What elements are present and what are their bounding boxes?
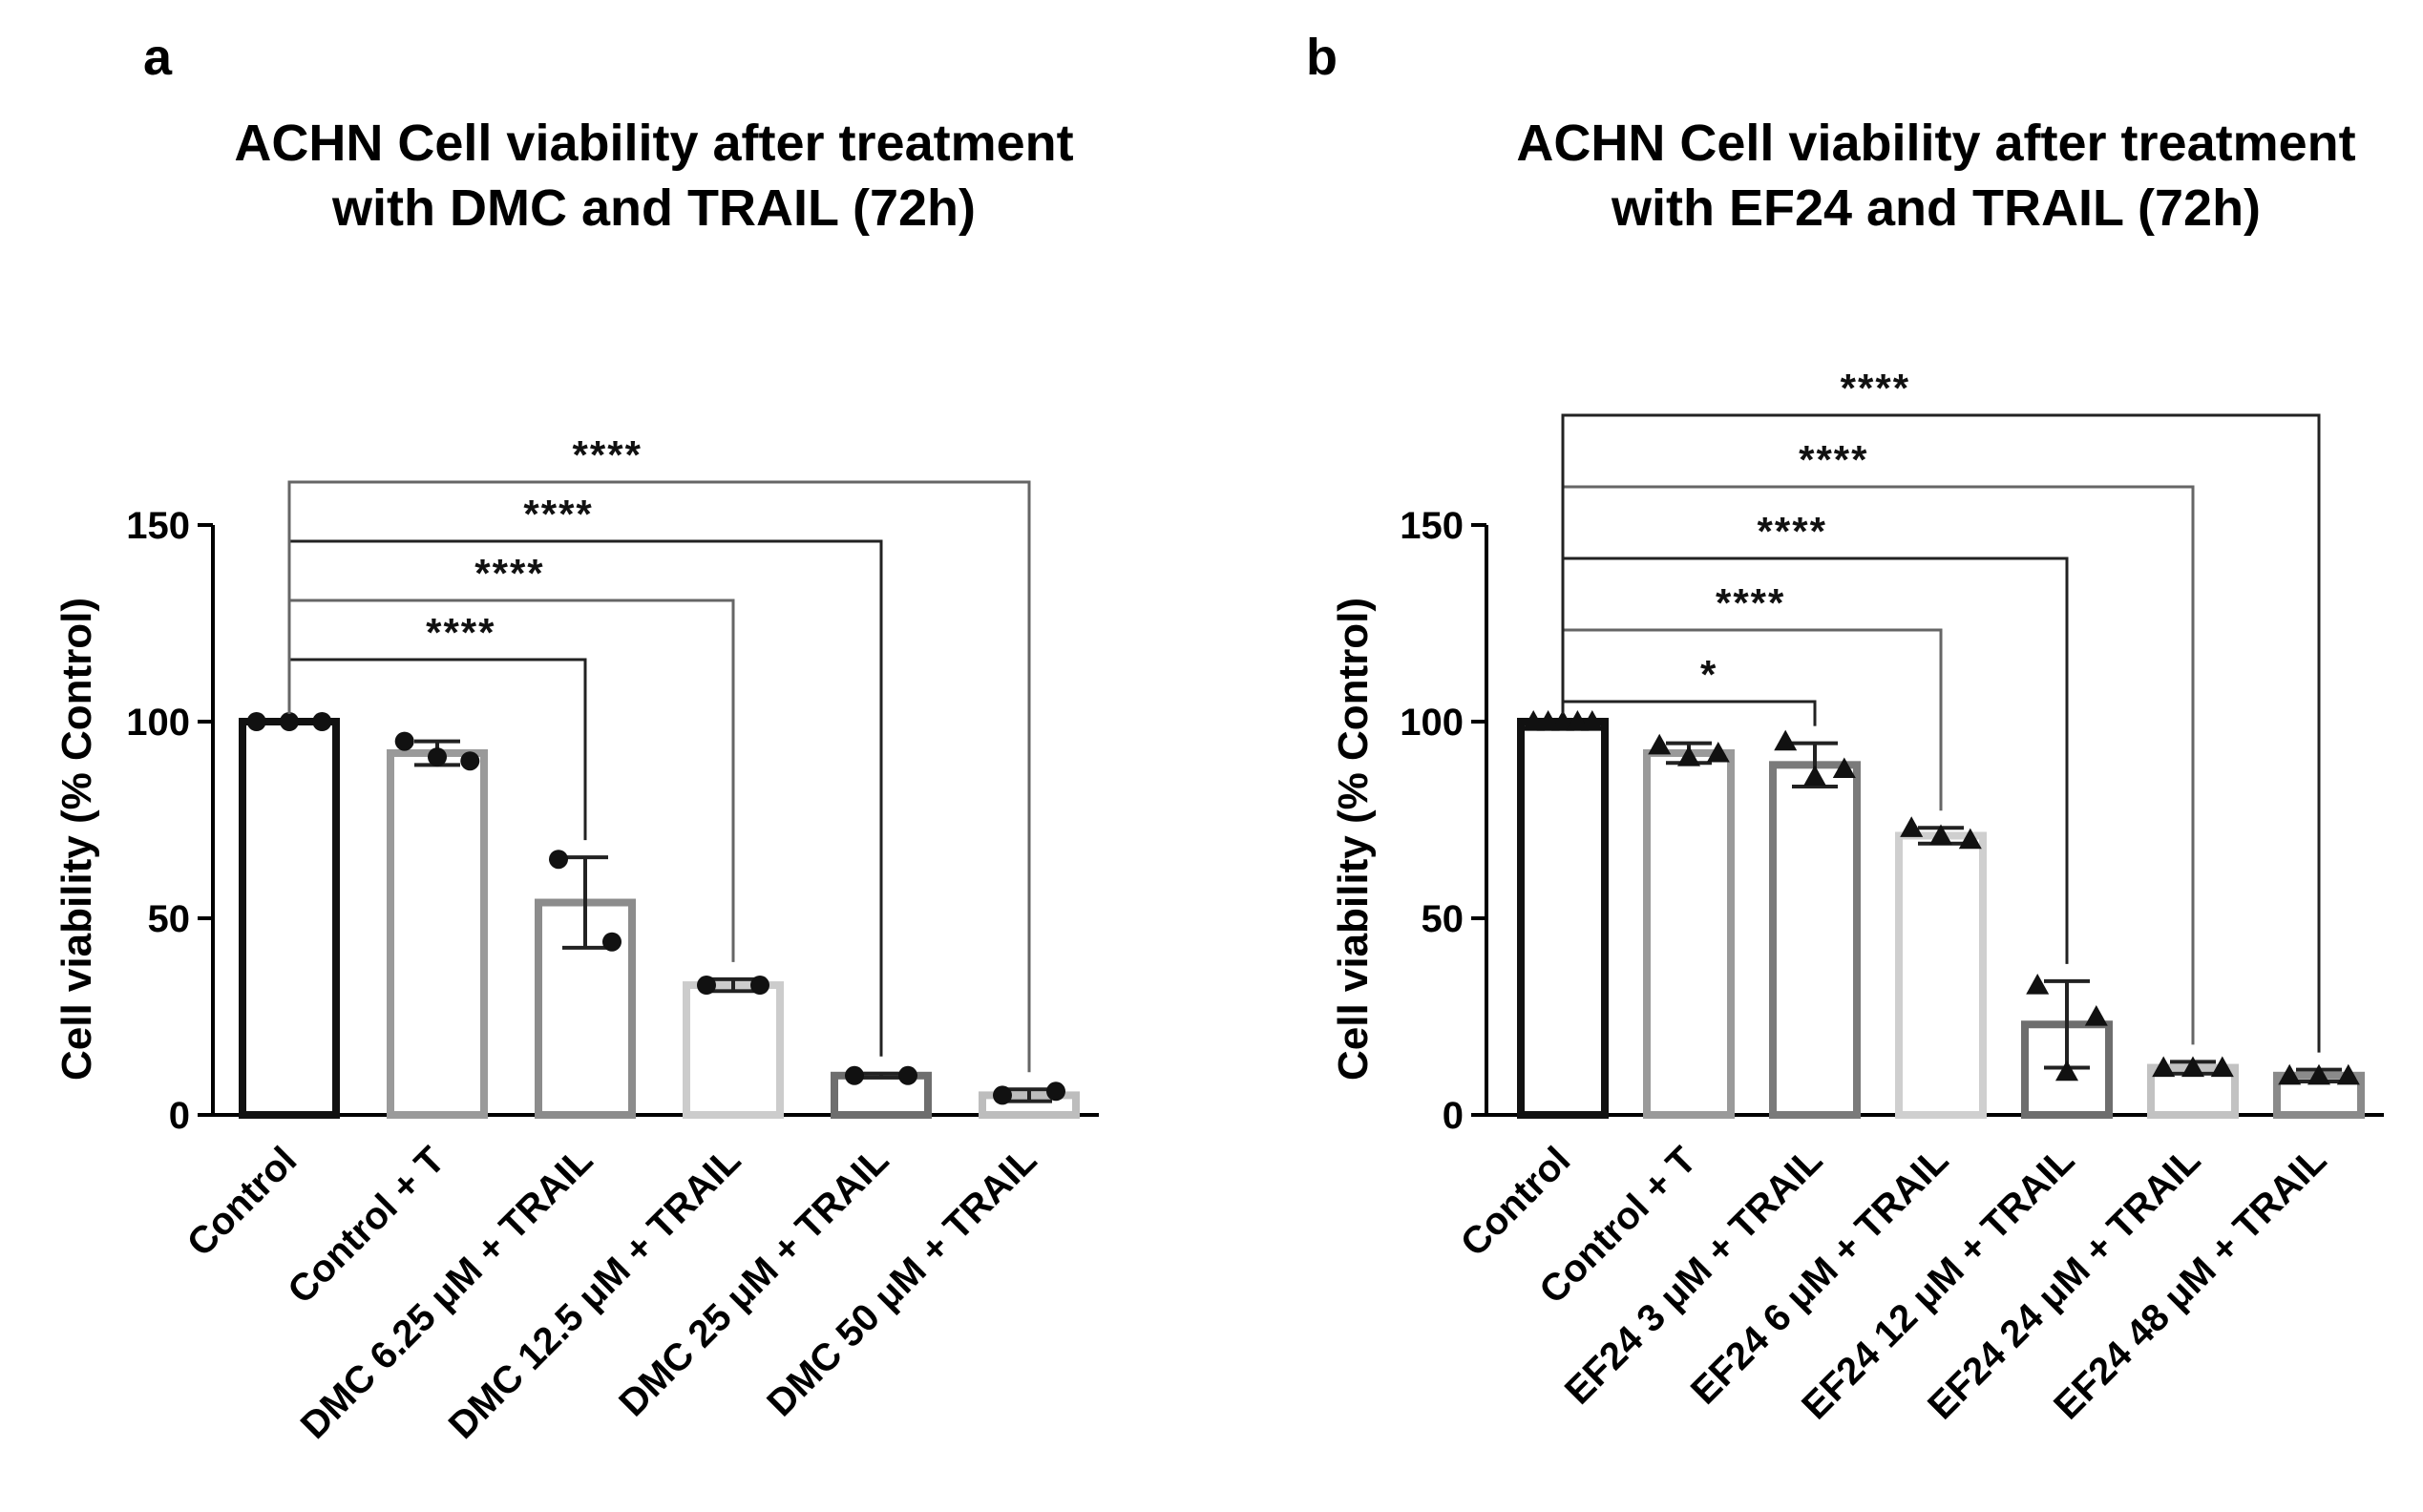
panel-b-significance-label-2: ****	[1716, 580, 1785, 625]
panel-b-point-6-1	[2152, 1056, 2176, 1078]
panel-b-chart: b ACHN Cell viability after treatment with…	[1306, 29, 2384, 1428]
panel-b-letter: b	[1306, 29, 1338, 86]
panel-b-y-tick-label-150: 150	[1400, 505, 1464, 547]
panel-b-point-4-3	[1958, 828, 1982, 850]
panel-b-title-line-1: ACHN Cell viability after treatment	[1516, 115, 2355, 172]
panel-b-point-7-3	[2336, 1063, 2360, 1085]
panel-b-point-7-1	[2278, 1063, 2302, 1085]
panel-b-point-5-2	[2055, 1060, 2078, 1082]
panel-b-point-6-3	[2210, 1056, 2234, 1078]
panel-b-point-5-1	[2026, 974, 2050, 995]
panel-b-point-7-2	[2307, 1063, 2330, 1085]
panel-a-bar-1	[239, 718, 340, 1119]
panel-a-point-2-3	[460, 751, 480, 771]
panel-b-bar-2	[1643, 748, 1735, 1120]
panel-a-point-3-2	[602, 932, 622, 952]
panel-b-point-4-2	[1929, 824, 1952, 846]
panel-a-point-4-1	[697, 976, 716, 996]
panel-a-point-5-2	[898, 1065, 917, 1085]
panel-b-y-axis-label: Cell viability (% Control)	[1330, 598, 1377, 1081]
panel-a-y-tick-label-100: 100	[126, 702, 190, 744]
panel-b-point-6-2	[2181, 1056, 2204, 1078]
panel-b-y-tick-label-100: 100	[1400, 702, 1464, 744]
panel-b-point-3-1	[1774, 729, 1798, 751]
panel-a-y-tick-label-150: 150	[126, 505, 190, 547]
panel-b-significance-label-1: *	[1700, 652, 1717, 697]
panel-b-significance-label-5: ****	[1841, 366, 1910, 410]
panel-a-title-line-2: with DMC and TRAIL (72h)	[331, 179, 976, 237]
panel-a-y-tick-label-0: 0	[169, 1095, 190, 1137]
panel-b-point-2-3	[1706, 741, 1730, 763]
panel-a-y-tick-label-50: 50	[148, 898, 191, 940]
panel-a-x-tick-label-4: DMC 12.5 μM + TRAIL	[441, 1139, 749, 1447]
panel-a-significance-bracket-2	[287, 598, 735, 962]
panel-b-y-tick-label-0: 0	[1443, 1095, 1464, 1137]
panel-a-bar-2	[387, 748, 488, 1120]
panel-a-chart: a ACHN Cell viability after treatment with…	[53, 29, 1099, 1447]
panel-b-point-1-3	[1551, 710, 1574, 731]
panel-b-significance-label-3: ****	[1758, 509, 1827, 554]
panel-a-x-tick-label-6: DMC 50 μM + TRAIL	[759, 1139, 1044, 1424]
panel-a-x-tick-label-3: DMC 6.25 μM + TRAIL	[293, 1139, 601, 1447]
panel-a-point-6-1	[993, 1085, 1012, 1105]
panel-b-y-tick-label-50: 50	[1422, 898, 1464, 940]
panel-a-significance-label-1: ****	[426, 610, 495, 655]
panel-b-significance-bracket-2	[1561, 628, 1943, 811]
panel-a-point-4-2	[750, 976, 769, 996]
panel-a-title-line-1: ACHN Cell viability after treatment	[234, 115, 1073, 172]
panel-b-bar-4	[1895, 831, 1987, 1119]
panel-a-point-1-1	[246, 712, 266, 731]
panel-a-x-tick-label-1: Control	[179, 1139, 306, 1265]
panel-b-point-1-5	[1580, 710, 1604, 731]
panel-a-point-5-1	[845, 1065, 864, 1085]
panel-b-point-1-4	[1566, 710, 1590, 731]
panel-a-y-axis-label: Cell viability (% Control)	[53, 598, 100, 1081]
panel-a-point-3-1	[549, 850, 568, 870]
panel-b-significance-label-4: ****	[1799, 437, 1868, 482]
panel-b-title-line-2: with EF24 and TRAIL (72h)	[1611, 179, 2261, 237]
panel-a-significance-label-4: ****	[573, 432, 643, 477]
panel-b-point-4-1	[1900, 816, 1924, 837]
panel-a-point-1-3	[312, 712, 332, 731]
panel-b-point-2-1	[1648, 733, 1672, 755]
panel-a-significance-label-3: ****	[523, 492, 593, 536]
panel-a-point-2-1	[394, 731, 414, 751]
panel-a-bar-4	[683, 981, 784, 1120]
panel-a-point-2-2	[428, 747, 447, 767]
panel-a-x-tick-label-5: DMC 25 μM + TRAIL	[611, 1139, 896, 1424]
panel-b-bar-3	[1769, 761, 1861, 1119]
panel-a-point-6-2	[1046, 1082, 1065, 1102]
panel-b-bar-1	[1517, 718, 1609, 1119]
panel-a-significance-bracket-4	[287, 480, 1031, 1073]
panel-b-point-1-2	[1536, 710, 1560, 731]
panel-a-significance-label-2: ****	[474, 551, 544, 596]
panel-b-point-1-1	[1522, 710, 1546, 731]
panel-b-point-3-3	[1832, 757, 1856, 779]
panel-a-letter: a	[143, 29, 173, 86]
panel-b-point-2-2	[1677, 746, 1700, 766]
panel-b-point-3-2	[1803, 765, 1826, 787]
panel-b-x-tick-label-1: Control	[1453, 1139, 1579, 1265]
panel-b-significance-bracket-5	[1561, 413, 2321, 1053]
panel-a-point-1-2	[280, 712, 299, 731]
panel-b-point-5-3	[2084, 1005, 2108, 1026]
